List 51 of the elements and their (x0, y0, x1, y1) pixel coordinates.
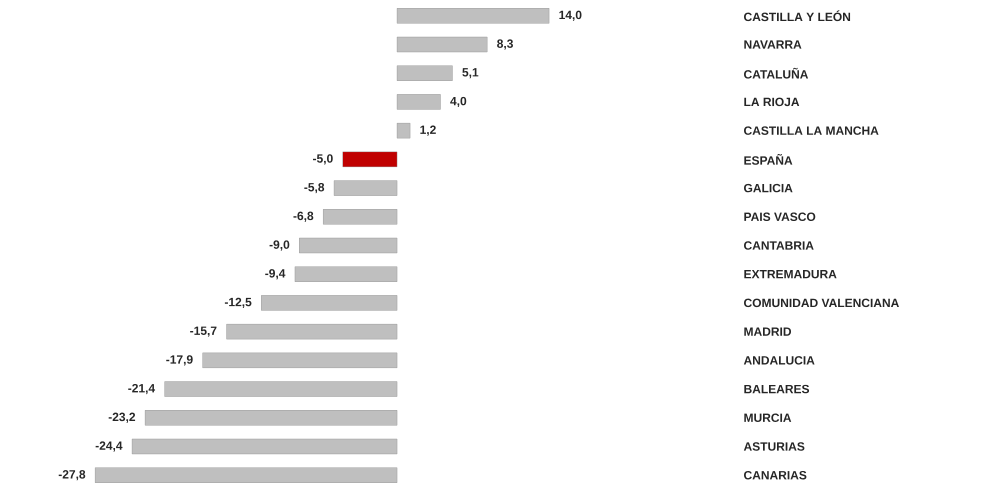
y-tick-label: COMUNIDAD VALENCIANA (744, 298, 899, 308)
bar (396, 8, 550, 24)
y-tick-label: PAIS VASCO (744, 212, 816, 222)
bar (94, 468, 398, 483)
bar (261, 295, 398, 311)
y-tick-label: ANDALUCIA (744, 356, 815, 365)
y-tick-label: CASTILLA Y LEÓN (744, 10, 850, 22)
bar (396, 122, 410, 138)
bar (226, 324, 398, 340)
data-label: -24,4 (96, 441, 122, 452)
y-tick-label: ESPAÑA (744, 154, 792, 165)
bar (396, 66, 453, 81)
data-label: -6,8 (293, 212, 314, 222)
bar (342, 152, 398, 168)
y-tick-label: LA RIOJA (744, 98, 800, 106)
bar (396, 94, 441, 110)
data-label: 8,3 (497, 39, 513, 50)
bar (334, 180, 398, 196)
data-label: -17,9 (166, 355, 193, 366)
data-label: -21,4 (128, 384, 156, 394)
y-tick-label: ASTURIAS (744, 442, 804, 451)
bar (144, 410, 398, 426)
data-label: -23,2 (108, 412, 136, 423)
bar (299, 238, 398, 254)
data-label: -12,5 (224, 298, 252, 308)
data-label: 14,0 (559, 10, 582, 21)
bar (294, 266, 398, 282)
data-label: 1,2 (420, 126, 436, 136)
y-tick-label: CANARIAS (744, 470, 806, 480)
bar (164, 381, 398, 397)
bar (202, 352, 398, 368)
data-label: -5,0 (313, 154, 333, 164)
y-tick-label: MADRID (744, 328, 792, 336)
data-label: -15,7 (190, 326, 216, 337)
y-tick-label: CASTILLA LA MANCHA (744, 126, 879, 135)
y-tick-label: NAVARRA (744, 40, 802, 49)
data-label: -9,4 (265, 269, 286, 280)
data-label: -5,8 (304, 182, 324, 194)
y-tick-label: CANTABRIA (744, 241, 814, 250)
y-tick-label: EXTREMADURA (744, 270, 837, 278)
bar (323, 209, 398, 224)
data-label: 4,0 (450, 96, 466, 108)
y-tick-label: MURCIA (744, 414, 792, 422)
data-label: 5,1 (462, 68, 478, 78)
y-tick-label: CATALUÑA (744, 68, 808, 79)
data-label: -9,0 (270, 240, 290, 251)
y-tick-label: GALICIA (744, 184, 793, 192)
data-label: -27,8 (58, 470, 86, 480)
bar (396, 36, 488, 52)
bar (132, 438, 398, 454)
y-tick-label: BALEARES (744, 384, 810, 394)
